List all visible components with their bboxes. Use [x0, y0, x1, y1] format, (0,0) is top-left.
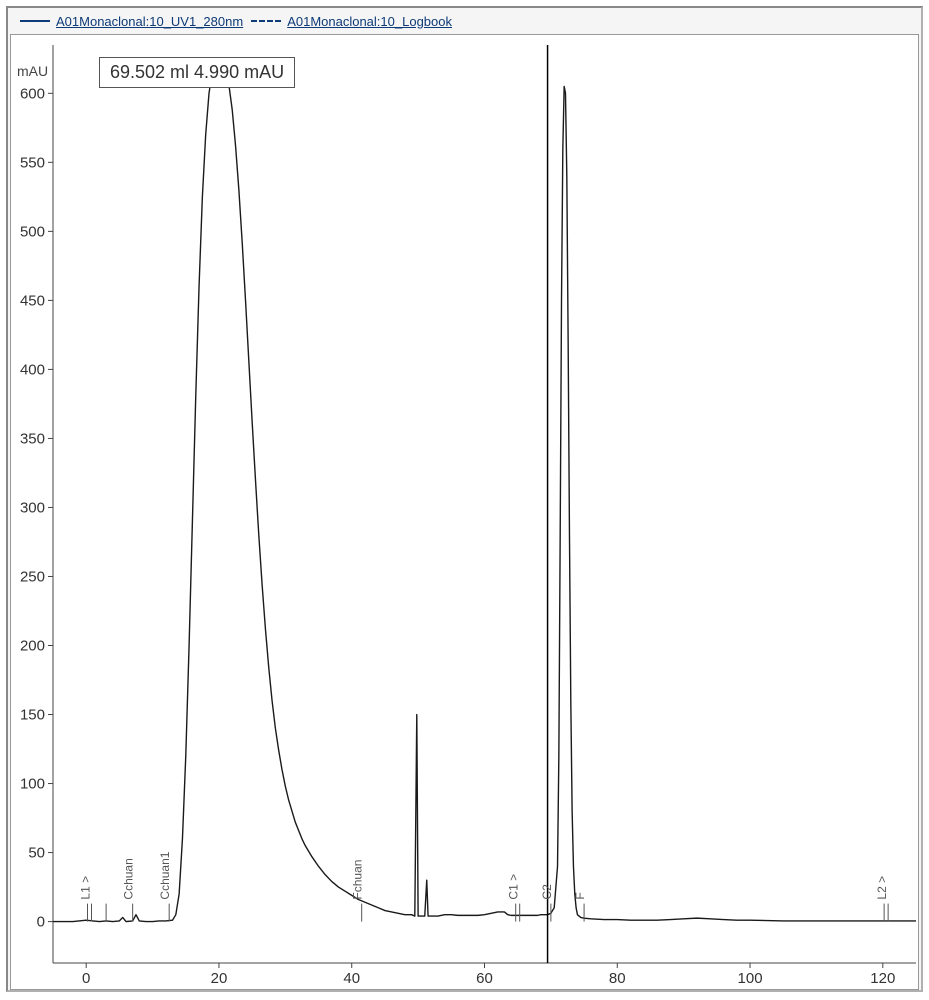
svg-text:60: 60	[476, 970, 493, 987]
svg-text:400: 400	[20, 361, 45, 378]
svg-text:500: 500	[20, 223, 45, 240]
solid-line-icon	[20, 20, 50, 22]
svg-text:250: 250	[20, 568, 45, 585]
svg-text:120: 120	[870, 970, 895, 987]
svg-text:150: 150	[20, 707, 45, 724]
svg-text:40: 40	[343, 970, 360, 987]
svg-text:100: 100	[738, 970, 763, 987]
svg-text:0: 0	[37, 914, 45, 931]
dashed-line-icon	[251, 20, 281, 22]
plot-area[interactable]: 0 50 100 150 200 250 300 350 400 450 500 550 600 0 20 4…	[10, 34, 919, 990]
legend-label: A01Monaclonal:10_UV1_280nm	[56, 14, 243, 29]
svg-text:100: 100	[20, 776, 45, 793]
chart-frame: A01Monaclonal:10_UV1_280nm A01Monaclonal…	[6, 6, 923, 992]
legend-label: A01Monaclonal:10_Logbook	[287, 14, 452, 29]
svg-text:80: 80	[609, 970, 626, 987]
readout-text: 69.502 ml 4.990 mAU	[110, 62, 284, 82]
svg-text:350: 350	[20, 430, 45, 447]
svg-text:0: 0	[82, 970, 90, 987]
chromatogram-chart: 0 50 100 150 200 250 300 350 400 450 500 550 600 0 20 4…	[11, 35, 920, 991]
legend-bar: A01Monaclonal:10_UV1_280nm A01Monaclonal…	[10, 10, 919, 32]
legend-item-logbook[interactable]: A01Monaclonal:10_Logbook	[251, 14, 452, 29]
svg-text:Cchuan1: Cchuan1	[158, 851, 172, 899]
y-axis-unit: mAU	[17, 63, 48, 79]
svg-text:Cchuan: Cchuan	[122, 858, 136, 899]
svg-text:600: 600	[20, 85, 45, 102]
svg-text:L1 >: L1 >	[79, 876, 93, 900]
svg-text:450: 450	[20, 292, 45, 309]
svg-text:Fchuan: Fchuan	[351, 860, 365, 900]
svg-text:C1 >: C1 >	[507, 874, 521, 900]
svg-text:200: 200	[20, 637, 45, 654]
legend-item-uv[interactable]: A01Monaclonal:10_UV1_280nm	[20, 14, 243, 29]
svg-text:20: 20	[211, 970, 228, 987]
cursor-readout: 69.502 ml 4.990 mAU	[99, 57, 295, 88]
svg-text:C2: C2	[540, 884, 554, 900]
svg-text:F: F	[573, 892, 587, 899]
svg-text:L2 >: L2 >	[875, 876, 889, 900]
svg-text:50: 50	[28, 845, 45, 862]
svg-text:300: 300	[20, 499, 45, 516]
svg-text:550: 550	[20, 154, 45, 171]
